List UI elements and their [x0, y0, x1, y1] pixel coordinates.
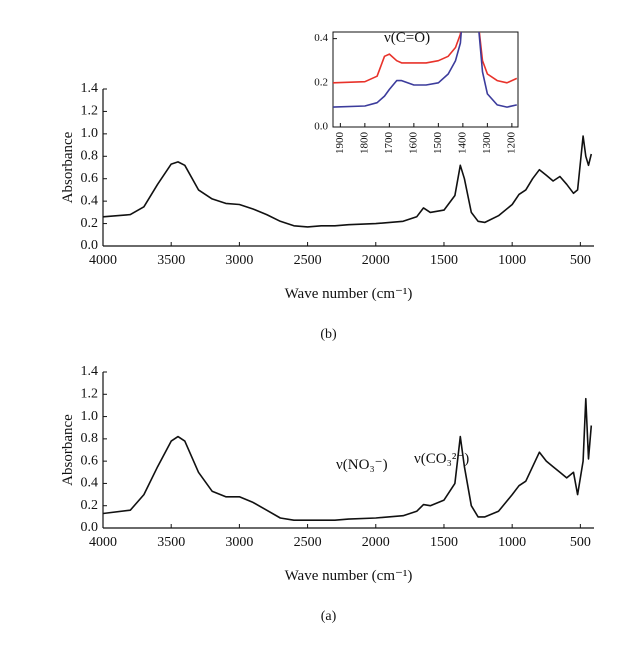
x-tick-label: 2500 — [294, 253, 322, 268]
x-tick-label: 1000 — [498, 253, 526, 268]
y-tick-label: 1.0 — [81, 409, 99, 424]
y-tick-label: 0.6 — [81, 453, 99, 468]
x-tick-label: 3000 — [225, 253, 253, 268]
y-tick-label: 0.0 — [81, 238, 99, 253]
y-tick-label: 0.2 — [81, 498, 99, 513]
x-tick-label: 4000 — [89, 253, 117, 268]
x-axis-label: Wave number (cm⁻¹) — [285, 286, 413, 302]
x-axis-label: Wave number (cm⁻¹) — [285, 568, 413, 584]
y-tick-label: 0.4 — [81, 193, 99, 208]
y-tick-label: 0.8 — [81, 149, 99, 164]
y-tick-label: 1.0 — [81, 126, 99, 141]
x-tick-label: 2000 — [362, 253, 390, 268]
y-tick-label: 0.4 — [81, 476, 99, 491]
y-tick-label: 1.4 — [81, 81, 99, 96]
y-axis-label: Absorbance — [60, 131, 76, 203]
x-tick-label: 3500 — [157, 535, 185, 550]
x-tick-label: 1900 — [334, 132, 346, 155]
x-tick-label: 3000 — [225, 535, 253, 550]
y-tick-label: 0.0 — [81, 520, 99, 535]
x-tick-label: 1500 — [432, 132, 444, 155]
y-tick-label: 0.4 — [314, 32, 328, 44]
panel-label: (a) — [321, 609, 337, 624]
x-tick-label: 1700 — [383, 132, 395, 155]
panel-label: (b) — [320, 327, 337, 342]
x-tick-label: 1600 — [407, 132, 419, 155]
x-tick-label: 1800 — [358, 132, 370, 155]
y-tick-label: 1.2 — [81, 387, 99, 402]
x-tick-label: 4000 — [89, 535, 117, 550]
y-tick-label: 0.8 — [81, 431, 99, 446]
x-tick-label: 500 — [570, 535, 591, 550]
x-tick-label: 1500 — [430, 253, 458, 268]
x-tick-label: 2000 — [362, 535, 390, 550]
annotation: ν(C=O) — [384, 30, 430, 46]
x-tick-label: 2500 — [294, 535, 322, 550]
spectrum-line — [103, 135, 593, 228]
y-tick-label: 0.0 — [314, 121, 328, 133]
y-tick-label: 1.4 — [81, 364, 99, 379]
annotation: ν(NO₃⁻) — [336, 457, 388, 473]
x-tick-label: 1200 — [505, 132, 517, 155]
x-tick-label: 1000 — [498, 535, 526, 550]
spectrum-line — [103, 397, 593, 521]
y-axis-label: Absorbance — [60, 414, 76, 486]
x-tick-label: 500 — [570, 253, 591, 268]
y-tick-label: 0.6 — [81, 171, 99, 186]
spectrum-line — [333, 32, 518, 84]
x-tick-label: 3500 — [157, 253, 185, 268]
inset-frame — [332, 31, 519, 128]
y-tick-label: 0.2 — [314, 76, 328, 88]
y-tick-label: 0.2 — [81, 216, 99, 231]
spectrum-line — [333, 32, 517, 108]
x-tick-label: 1400 — [456, 132, 468, 155]
x-tick-label: 1300 — [481, 132, 493, 155]
y-tick-label: 1.2 — [81, 104, 99, 119]
x-tick-label: 1500 — [430, 535, 458, 550]
annotation: ν(CO₃²⁻) — [414, 451, 469, 467]
